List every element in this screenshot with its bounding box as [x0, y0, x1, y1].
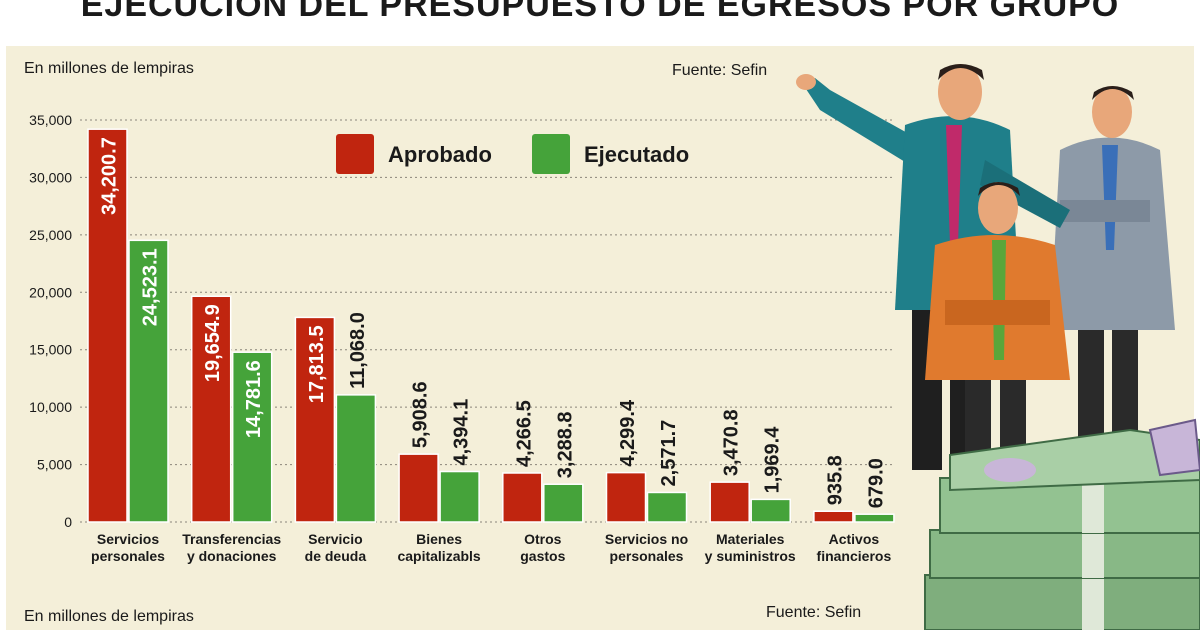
x-category-label: personales: [91, 548, 165, 564]
bar-aprobado-1: [190, 295, 232, 523]
bars: 34,200.7 24,523.1 19,654.9 14,781.6 17,813.5…: [87, 128, 895, 523]
legend: Aprobado Ejecutado: [336, 134, 689, 174]
source-label-top: Fuente: Sefin: [672, 62, 768, 79]
y-tick-label: 25,000: [29, 227, 72, 243]
source-label-bottom: Fuente: Sefin: [766, 604, 862, 621]
bar-ejecutado-6: [750, 498, 791, 523]
data-label-aprobado-2: 17,813.5: [306, 325, 328, 403]
x-category-label: Materiales: [716, 531, 785, 547]
x-category-label: Otros: [524, 531, 562, 547]
y-tick-label: 5,000: [37, 457, 72, 473]
data-label-aprobado-6: 3,470.8: [721, 409, 743, 476]
y-tick-label: 30,000: [29, 169, 72, 185]
businessman-grey-icon: [1050, 86, 1175, 440]
x-category-label: Bienes: [416, 531, 462, 547]
legend-swatch-aprobado: [336, 134, 374, 174]
data-label-aprobado-3: 5,908.6: [410, 381, 432, 448]
data-label-ejecutado-1: 14,781.6: [243, 360, 265, 438]
chart-title: EJECUCIÓN DEL PRESUPUESTO DE EGRESOS POR…: [80, 0, 1120, 24]
y-tick-label: 15,000: [29, 342, 72, 358]
bar-ejecutado-0: [128, 239, 169, 523]
data-label-aprobado-7: 935.8: [824, 455, 846, 505]
x-category-label: de deuda: [305, 548, 367, 564]
y-tick-label: 35,000: [29, 112, 72, 128]
y-tick-label: 20,000: [29, 284, 72, 300]
bar-ejecutado-4: [543, 483, 584, 523]
x-category-label: y suministros: [705, 548, 796, 564]
bar-aprobado-0: [87, 128, 128, 523]
data-label-ejecutado-0: 24,523.1: [140, 248, 162, 326]
x-category-label: Servicios no: [605, 531, 688, 547]
x-category-label: Activos: [829, 531, 880, 547]
data-label-aprobado-4: 4,266.5: [513, 400, 535, 467]
legend-label-aprobado: Aprobado: [388, 142, 492, 167]
y-tick-label: 0: [64, 514, 72, 530]
bar-ejecutado-3: [439, 470, 480, 523]
bar-ejecutado-2: [335, 394, 377, 523]
legend-label-ejecutado: Ejecutado: [584, 142, 689, 167]
data-label-ejecutado-4: 3,288.8: [554, 411, 576, 478]
bar-aprobado-6: [709, 481, 750, 523]
data-label-aprobado-1: 19,654.9: [202, 304, 224, 382]
x-category-label: financieros: [817, 548, 892, 564]
data-label-ejecutado-3: 4,394.1: [451, 399, 473, 466]
x-category-label: Servicio: [308, 531, 362, 547]
x-category-label: capitalizabls: [397, 548, 480, 564]
bar-aprobado-2: [294, 316, 336, 523]
bar-ejecutado-7: [854, 513, 895, 523]
x-category-label: gastos: [520, 548, 565, 564]
bar-aprobado-5: [605, 471, 647, 523]
legend-swatch-ejecutado: [532, 134, 570, 174]
unit-label-top: En millones de lempiras: [24, 60, 194, 77]
x-category-label: Servicios: [97, 531, 159, 547]
unit-label-bottom: En millones de lempiras: [24, 608, 194, 625]
money-stack-icon: [924, 418, 1200, 630]
bar-aprobado-4: [502, 472, 543, 523]
data-label-aprobado-5: 4,299.4: [617, 399, 639, 467]
data-label-ejecutado-2: 11,068.0: [347, 312, 369, 389]
bar-aprobado-7: [813, 510, 854, 523]
y-axis-ticks: 0 5,000 10,000 15,000 20,000 25,000 30,000 35,0…: [29, 112, 72, 530]
businessman-orange-icon: [925, 182, 1070, 460]
businessmen-with-money-stacks-icon: [796, 64, 1200, 630]
data-label-aprobado-0: 34,200.7: [99, 137, 121, 215]
bar-aprobado-3: [398, 453, 439, 523]
bar-ejecutado-1: [231, 351, 273, 523]
x-category-label: personales: [610, 548, 684, 564]
x-category-label: Transferencias: [182, 531, 281, 547]
bar-ejecutado-5: [646, 491, 688, 523]
data-label-ejecutado-7: 679.0: [865, 458, 887, 508]
y-tick-label: 10,000: [29, 399, 72, 415]
data-label-ejecutado-5: 2,571.7: [658, 420, 680, 487]
data-label-ejecutado-6: 1,969.4: [762, 426, 784, 494]
x-category-label: y donaciones: [187, 548, 277, 564]
